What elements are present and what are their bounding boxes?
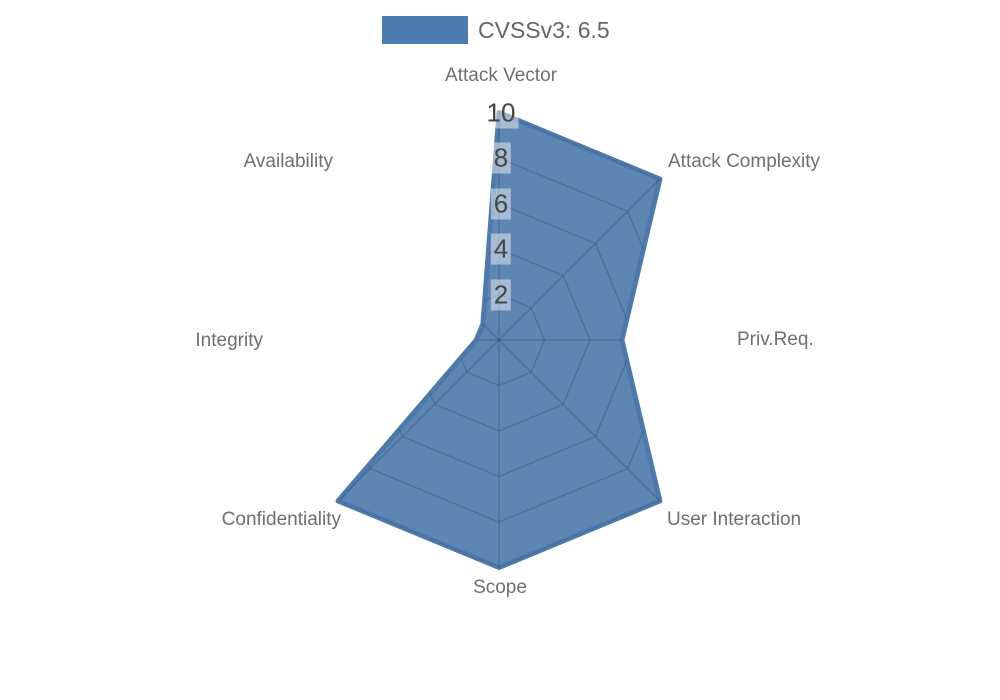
radar-series-polygon xyxy=(335,110,663,570)
radar-grid xyxy=(338,112,660,568)
legend-label: CVSSv3: 6.5 xyxy=(478,17,610,43)
axis-label-user-interaction: User Interaction xyxy=(667,509,802,530)
axis-label-priv-req: Priv.Req. xyxy=(737,329,814,350)
axis-label-availability: Availability xyxy=(243,151,333,172)
axis-label-attack-vector: Attack Vector xyxy=(445,65,557,86)
legend-item[interactable]: CVSSv3: 6.5 xyxy=(382,16,610,44)
legend-swatch xyxy=(382,16,468,44)
axis-label-integrity: Integrity xyxy=(195,330,263,351)
tick-label-6: 6 xyxy=(490,188,512,219)
axis-label-attack-complexity: Attack Complexity xyxy=(668,151,821,172)
axis-label-confidentiality: Confidentiality xyxy=(221,509,341,530)
tick-label-8: 8 xyxy=(490,142,512,174)
axis-label-scope: Scope xyxy=(473,577,527,598)
tick-label-4: 4 xyxy=(490,233,512,265)
tick-label-2: 2 xyxy=(490,279,512,310)
tick-label-10: 10 xyxy=(483,97,519,128)
